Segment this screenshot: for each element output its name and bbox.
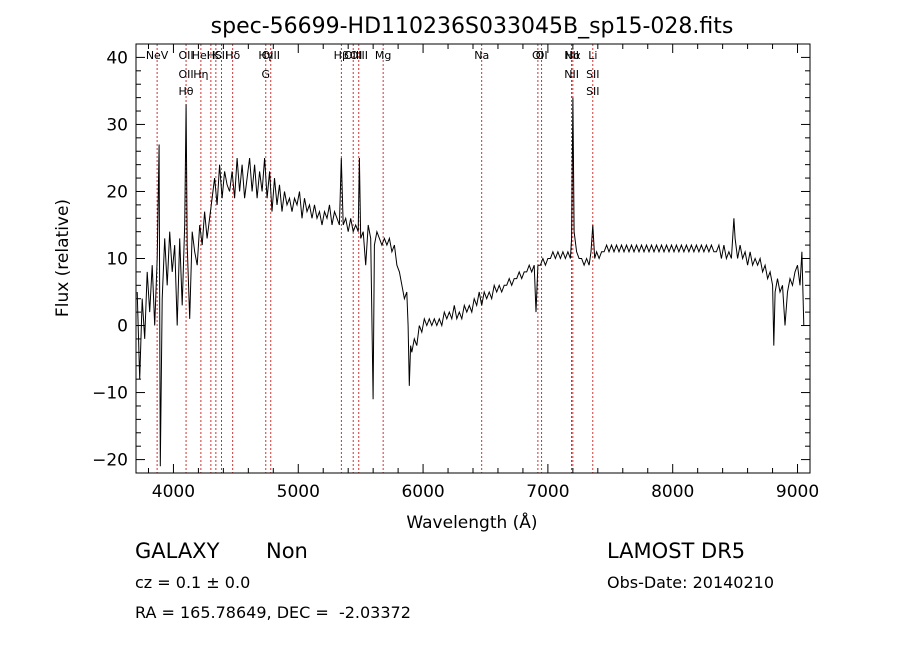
line-label: OII	[178, 68, 193, 81]
line-label: Hη	[193, 68, 208, 81]
line-label: Hθ	[179, 85, 194, 98]
y-axis-label: Flux (relative)	[53, 199, 73, 317]
y-tick-label: 20	[106, 182, 128, 202]
line-label: Hγ	[258, 49, 273, 62]
line-label: Hβ	[334, 49, 349, 62]
line-label: Hα	[565, 49, 581, 62]
line-label: OIII	[344, 49, 362, 62]
spectrum-line	[136, 97, 805, 467]
line-label: Li	[588, 49, 597, 62]
line-label: NeV	[146, 49, 169, 62]
line-label: K	[212, 49, 220, 62]
line-label: OII	[178, 49, 193, 62]
line-label: G	[262, 68, 271, 81]
line-label: HeI	[192, 49, 210, 62]
chart-title: spec-56699-HD110236S033045B_sp15-028.fit…	[211, 14, 734, 39]
object-subclass: Non	[266, 539, 308, 563]
y-tick-label: 0	[117, 317, 128, 337]
x-tick-label: 6000	[401, 482, 444, 502]
line-label: OIII	[262, 49, 280, 62]
y-tick-label: −20	[92, 451, 128, 471]
x-tick-label: 7000	[526, 482, 569, 502]
plot-frame	[135, 43, 811, 474]
x-tick-label: 9000	[776, 482, 819, 502]
line-label: Hδ	[225, 49, 240, 62]
line-label: SII	[586, 68, 599, 81]
x-tick-label: 8000	[651, 482, 694, 502]
coordinates: RA = 165.78649, DEC = -2.03372	[135, 603, 411, 622]
survey-name: LAMOST DR5	[607, 539, 746, 563]
line-label: SII	[586, 85, 599, 98]
emission-line-markers	[156, 44, 594, 473]
line-label: OI	[532, 49, 544, 62]
x-axis-label: Wavelength (Å)	[406, 511, 537, 533]
line-label: NII	[564, 49, 579, 62]
line-label: SII	[215, 49, 228, 62]
line-label: NII	[564, 68, 579, 81]
x-axis-ticks: 4000 5000 6000 7000 8000 9000	[147, 44, 819, 502]
x-tick-label: 5000	[277, 482, 320, 502]
redshift-value: cz = 0.1 ± 0.0	[135, 573, 251, 592]
y-tick-label: 30	[106, 115, 128, 135]
object-class: GALAXY	[135, 539, 220, 563]
line-label: OI	[536, 49, 548, 62]
y-axis-ticks: −20 −10 0 10 20 30 40	[92, 48, 810, 471]
x-tick-label: 4000	[152, 482, 195, 502]
line-label: Mg	[375, 49, 391, 62]
y-tick-label: −10	[92, 384, 128, 404]
line-label: H	[207, 49, 215, 62]
y-tick-label: 40	[106, 48, 128, 68]
y-tick-label: 10	[106, 250, 128, 270]
observation-date: Obs-Date: 20140210	[607, 573, 775, 592]
line-label: Na	[474, 49, 489, 62]
line-label: OIII	[350, 49, 368, 62]
